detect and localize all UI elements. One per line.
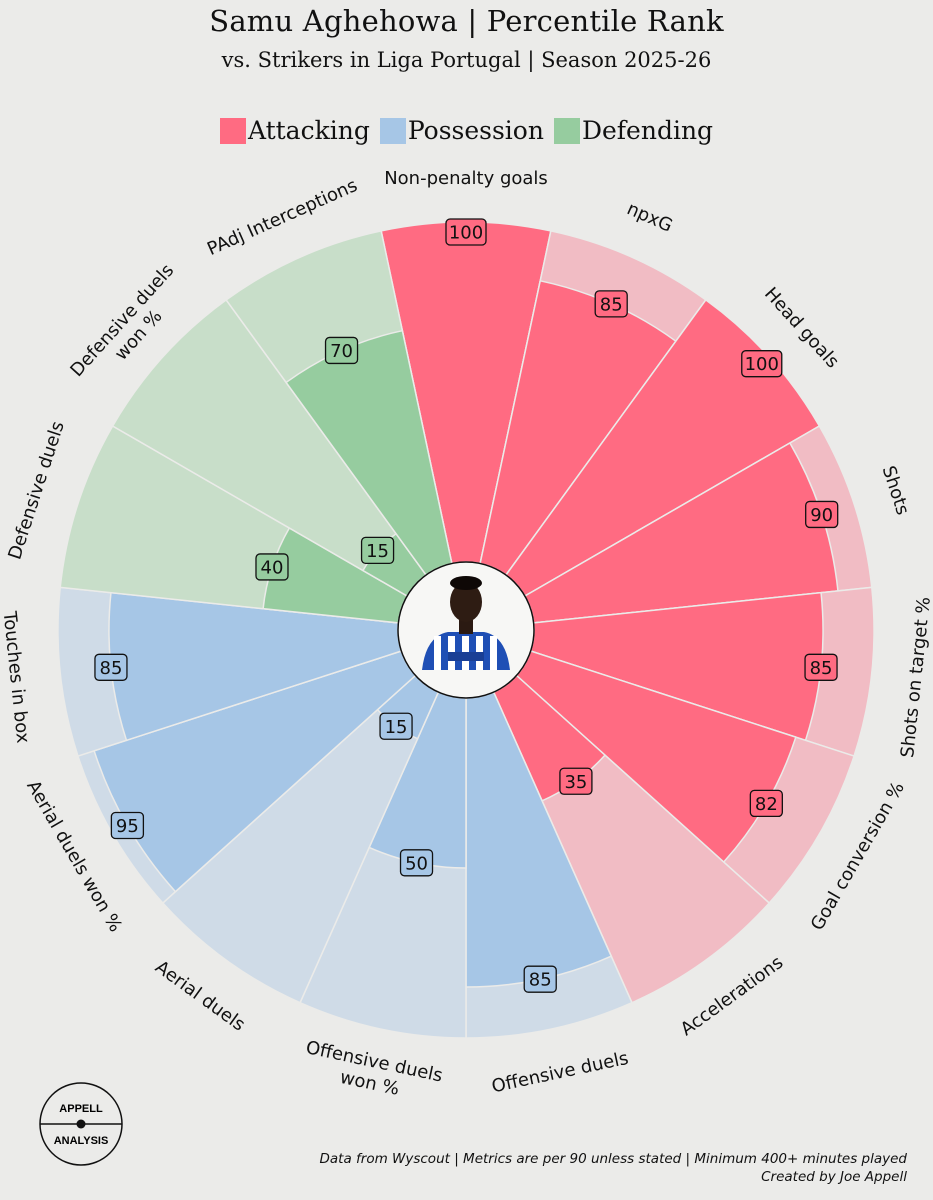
value-box-touches-in-box xyxy=(94,653,128,681)
player-neck xyxy=(459,620,473,634)
metric-label-shots-on-target: Shots on target % xyxy=(897,596,933,759)
value-box-defensive-duels-won xyxy=(360,536,395,565)
value-label-offensive-duels-won: 50 xyxy=(405,853,428,874)
value-label-aerial-duels: 15 xyxy=(385,717,408,738)
value-label-padj-interceptions: 70 xyxy=(330,341,353,362)
metric-label-shots: Shots xyxy=(878,463,914,517)
value-box-offensive-duels xyxy=(523,965,557,993)
shirt-stripe xyxy=(434,636,441,670)
legend-label-possession: Possession xyxy=(407,116,544,145)
value-label-defensive-duels-won: 15 xyxy=(366,541,389,562)
value-label-touches-in-box: 85 xyxy=(100,658,123,679)
player-hair xyxy=(450,576,482,590)
footer-credit: Created by Joe Appell xyxy=(761,1169,907,1185)
value-box-shots xyxy=(805,500,839,529)
metric-label-non-penalty-goals: Non-penalty goals xyxy=(384,168,548,189)
metric-label-touches-in-box: Touches in box xyxy=(0,609,33,744)
appell-analysis-logo: APPELL ANALYSIS xyxy=(39,1082,123,1166)
value-box-accelerations xyxy=(559,767,593,795)
legend: Attacking Possession Defending xyxy=(0,116,933,145)
shirt-sponsor xyxy=(448,652,484,661)
footer-source: Data from Wyscout | Metrics are per 90 u… xyxy=(319,1151,907,1167)
metric-label-npxg: npxG xyxy=(624,198,676,236)
value-box-npxg xyxy=(594,290,628,318)
value-box-defensive-duels xyxy=(255,553,289,581)
chart-subtitle: vs. Strikers in Liga Portugal | Season 2… xyxy=(221,48,712,72)
player-avatar xyxy=(422,576,510,670)
legend-label-defending: Defending xyxy=(581,116,714,145)
player-head xyxy=(450,582,482,622)
chart-title: Samu Aghehowa | Percentile Rank xyxy=(209,4,724,38)
value-box-aerial-duels xyxy=(379,712,413,740)
footer: Data from Wyscout | Metrics are per 90 u… xyxy=(319,1150,907,1186)
value-box-aerial-duels-won xyxy=(110,811,145,840)
legend-item-defending: Defending xyxy=(553,116,714,145)
value-label-non-penalty-goals: 100 xyxy=(449,223,483,244)
legend-swatch-attacking xyxy=(219,117,246,144)
metric-label-aerial-duels: Aerial duels xyxy=(151,957,249,1036)
logo-text-top: APPELL xyxy=(59,1103,103,1115)
shirt-stripe xyxy=(490,636,497,670)
metric-label-offensive-duels: Offensive duels xyxy=(490,1048,630,1097)
value-label-aerial-duels-won: 95 xyxy=(116,816,139,837)
legend-item-possession: Possession xyxy=(379,116,544,145)
value-box-shots-on-target xyxy=(804,653,838,681)
logo-text-bottom: ANALYSIS xyxy=(54,1135,109,1147)
metric-label-defensive-duels: Defensive duels xyxy=(4,419,68,562)
value-label-goal-conversion: 82 xyxy=(755,794,778,815)
legend-swatch-possession xyxy=(379,117,406,144)
value-label-defensive-duels: 40 xyxy=(261,557,284,578)
value-label-shots-on-target: 85 xyxy=(810,658,833,679)
value-label-npxg: 85 xyxy=(600,294,623,315)
value-label-offensive-duels: 85 xyxy=(529,970,552,991)
value-box-offensive-duels-won xyxy=(399,849,434,877)
value-label-accelerations: 35 xyxy=(564,772,587,793)
value-box-non-penalty-goals xyxy=(445,218,487,246)
value-label-head-goals: 100 xyxy=(745,354,779,375)
legend-item-attacking: Attacking xyxy=(219,116,370,145)
value-box-goal-conversion xyxy=(749,789,783,818)
value-label-shots: 90 xyxy=(810,505,833,526)
legend-label-attacking: Attacking xyxy=(247,116,370,145)
legend-swatch-defending xyxy=(553,117,580,144)
value-box-head-goals xyxy=(741,350,783,378)
metric-label-offensive-duels-won: Offensive duelswon % xyxy=(299,1037,444,1108)
value-box-padj-interceptions xyxy=(324,336,359,365)
